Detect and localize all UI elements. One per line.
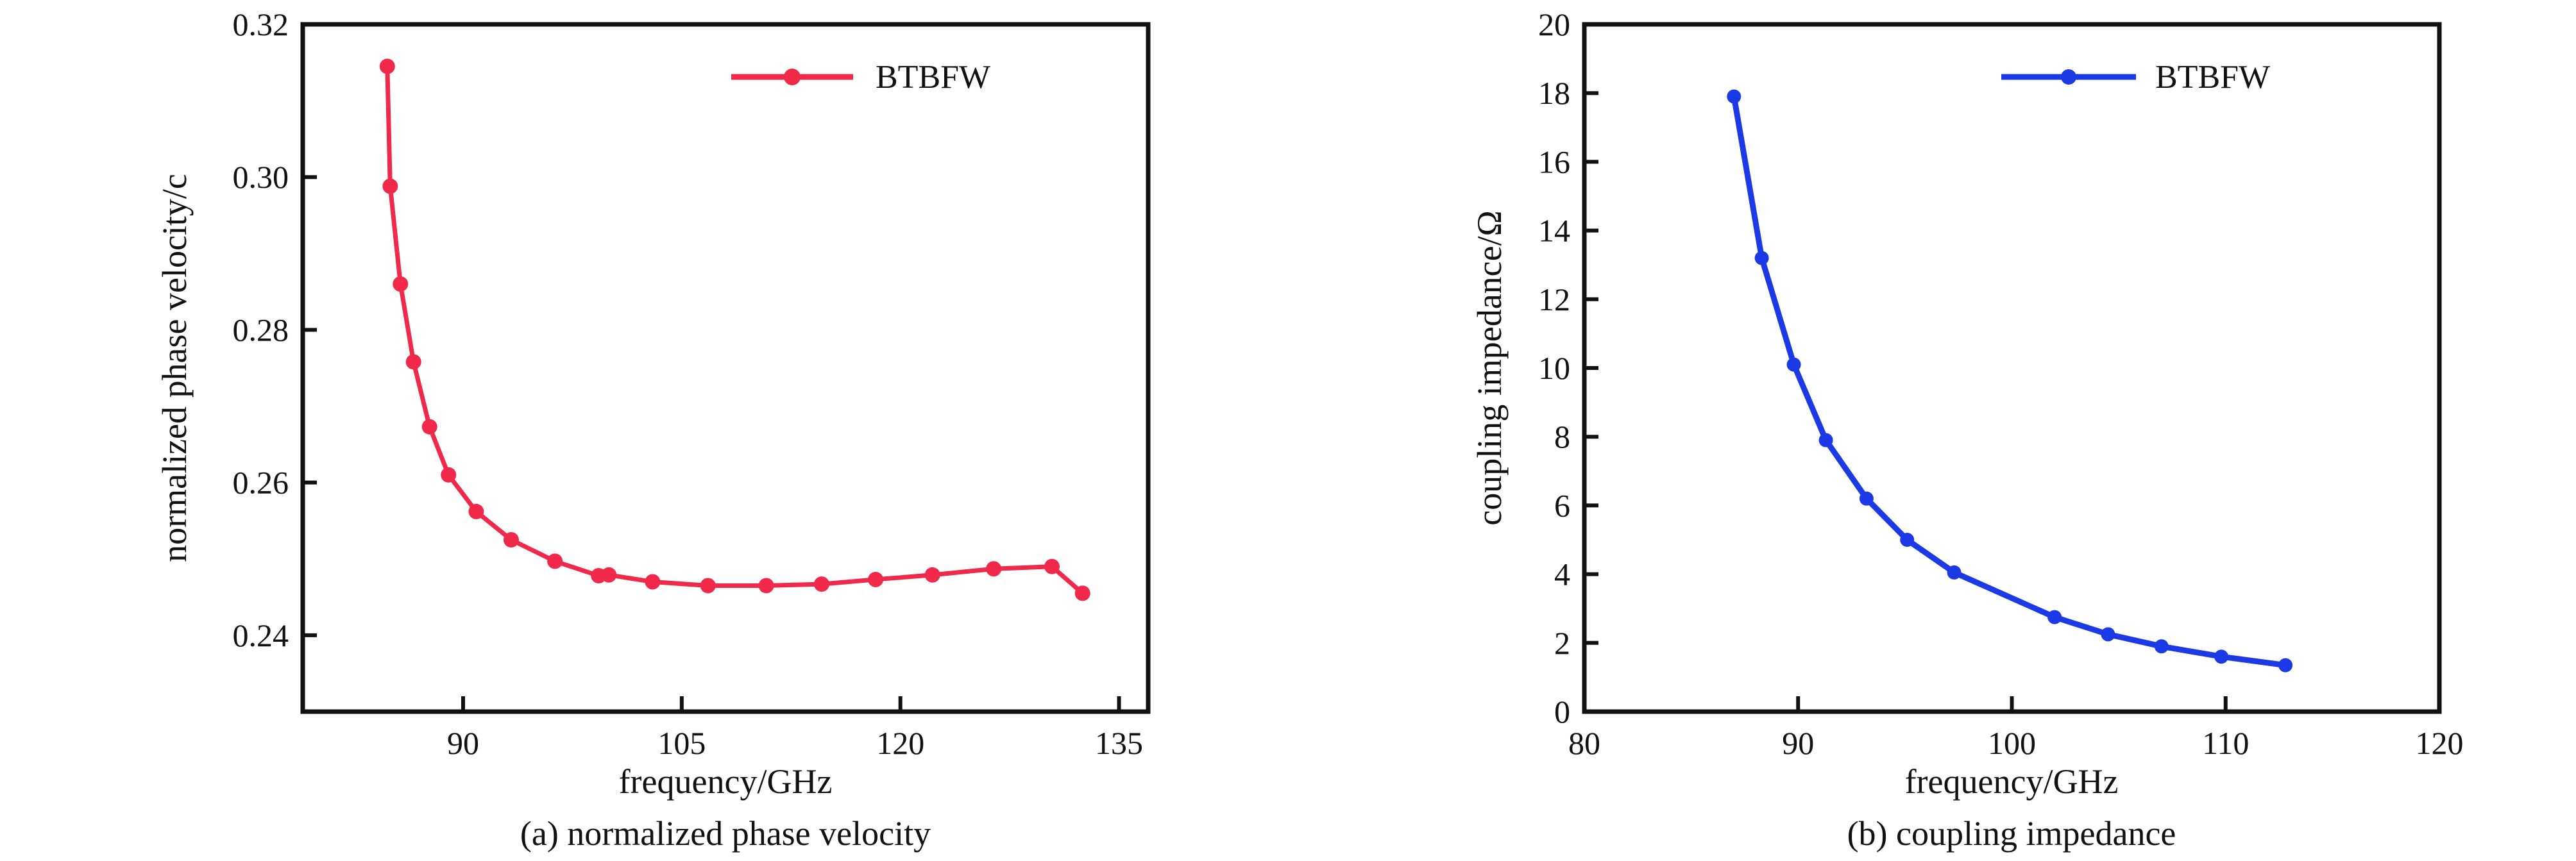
- x-tick-label: 135: [1095, 725, 1143, 761]
- data-point: [1859, 491, 1874, 506]
- x-tick-label: 100: [1988, 725, 2036, 761]
- y-tick-label: 6: [1554, 487, 1570, 523]
- y-tick-label: 8: [1554, 419, 1570, 455]
- x-tick-label: 120: [876, 725, 924, 761]
- data-point: [1754, 251, 1769, 265]
- data-point: [1947, 565, 1962, 580]
- data-point: [700, 578, 716, 594]
- coupling-impedance-chart: 0 2 4 6 8 10 12 14 16 18 20 80 90 100 110 120 BTBFW fr…: [1470, 6, 2464, 853]
- x-axis-ticks: 80 90 100 110 120: [1568, 696, 2464, 761]
- y-tick-label: 16: [1538, 144, 1570, 180]
- data-point: [2154, 639, 2169, 654]
- x-tick-label: 110: [2202, 725, 2249, 761]
- y-tick-label: 2: [1554, 625, 1570, 661]
- y-tick-label: 0.28: [233, 312, 289, 347]
- data-point: [813, 576, 829, 592]
- x-tick-label: 105: [657, 725, 706, 761]
- y-tick-label: 10: [1538, 350, 1570, 386]
- x-tick-label: 120: [2416, 725, 2464, 761]
- y-tick-label: 0.26: [233, 465, 289, 501]
- data-point: [2047, 610, 2062, 624]
- y-axis-ticks: 0.24 0.26 0.28 0.30 0.32: [233, 6, 317, 653]
- legend-label: BTBFW: [876, 59, 990, 96]
- x-tick-label: 80: [1568, 725, 1600, 761]
- data-point: [421, 419, 437, 435]
- data-point: [405, 354, 421, 370]
- y-tick-label: 0.32: [233, 6, 289, 42]
- legend-marker: [2061, 69, 2076, 85]
- data-point: [382, 178, 398, 194]
- y-tick-label: 20: [1538, 6, 1570, 42]
- data-point: [986, 561, 1002, 577]
- y-tick-label: 12: [1538, 281, 1570, 317]
- legend-marker: [784, 69, 801, 85]
- data-point: [393, 276, 409, 292]
- data-point: [1044, 558, 1060, 574]
- data-point: [1074, 585, 1090, 601]
- data-point: [868, 571, 884, 587]
- plot-frame: [1582, 22, 2442, 714]
- y-tick-label: 0.30: [233, 159, 289, 195]
- x-tick-label: 90: [1782, 725, 1814, 761]
- series-btbfw: [1727, 89, 2293, 673]
- legend: BTBFW: [731, 59, 990, 96]
- series-line: [1731, 94, 2289, 669]
- y-tick-label: 0: [1554, 694, 1570, 730]
- y-axis-label: normalized phase velocity/c: [155, 174, 194, 562]
- series-btbfw: [379, 58, 1090, 601]
- y-tick-label: 4: [1554, 556, 1570, 592]
- x-axis-label: frequency/GHz: [1905, 762, 2119, 801]
- chart-caption: (a) normalized phase velocity: [520, 814, 931, 853]
- data-point: [379, 58, 395, 74]
- x-axis-label: frequency/GHz: [619, 762, 833, 801]
- x-tick-label: 90: [447, 725, 479, 761]
- phase-velocity-chart: 0.24 0.26 0.28 0.30 0.32 90 105 120 135 BTBFW f…: [155, 6, 1151, 853]
- data-point: [2278, 658, 2293, 673]
- data-point: [1900, 533, 1915, 547]
- chart-caption: (b) coupling impedance: [1847, 814, 2176, 853]
- series-line: [385, 64, 1085, 596]
- data-point: [468, 503, 484, 519]
- y-axis-label: coupling impedance/Ω: [1470, 210, 1509, 525]
- y-tick-label: 14: [1538, 213, 1570, 249]
- data-point: [2101, 627, 2115, 642]
- data-point: [1727, 89, 1741, 104]
- y-axis-ticks: 0 2 4 6 8 10 12 14 16 18 20: [1538, 6, 1598, 730]
- y-tick-label: 0.24: [233, 617, 289, 653]
- data-point: [2214, 649, 2229, 664]
- y-tick-label: 18: [1538, 75, 1570, 111]
- data-point: [503, 532, 519, 548]
- data-point: [601, 567, 617, 583]
- x-axis-ticks: 90 105 120 135: [447, 696, 1143, 761]
- legend-label: BTBFW: [2155, 59, 2270, 96]
- plot-frame: [300, 22, 1151, 714]
- data-point: [1818, 433, 1833, 447]
- data-point: [758, 578, 774, 594]
- legend: BTBFW: [2001, 59, 2270, 96]
- data-point: [645, 574, 661, 590]
- data-point: [924, 567, 940, 583]
- data-point: [441, 467, 457, 483]
- data-point: [547, 553, 563, 569]
- data-point: [1786, 357, 1801, 372]
